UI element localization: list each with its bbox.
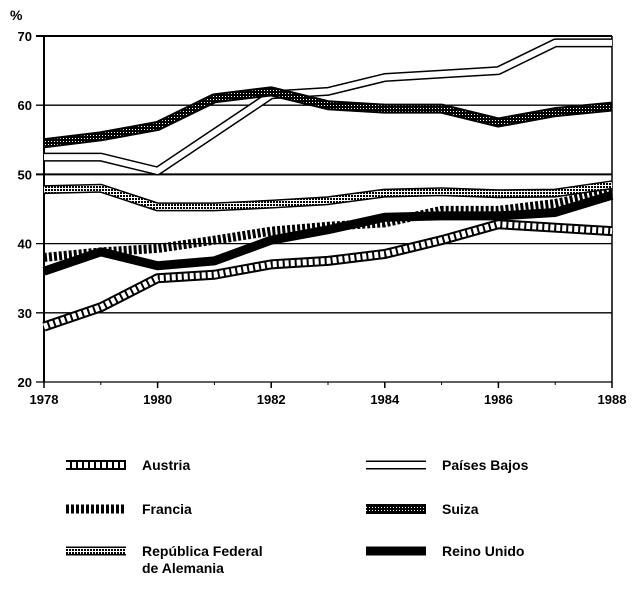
series-suiza bbox=[44, 91, 612, 143]
x-tick-label: 1982 bbox=[257, 392, 286, 407]
legend-label-line: Países Bajos bbox=[442, 457, 529, 473]
y-tick-label: 50 bbox=[18, 167, 32, 182]
legend-label: Austria bbox=[142, 457, 190, 473]
legend-label-line: República Federal bbox=[142, 543, 263, 559]
x-tick-label: 1988 bbox=[598, 392, 627, 407]
y-tick-label: 60 bbox=[18, 98, 32, 113]
legend-label-line: Austria bbox=[142, 457, 190, 473]
series-line-outline bbox=[44, 224, 612, 326]
y-tick-label: 30 bbox=[18, 306, 32, 321]
y-axis-label: % bbox=[10, 7, 23, 23]
y-tick-label: 70 bbox=[18, 29, 32, 44]
legend-label-line: de Alemania bbox=[142, 560, 224, 576]
series-austria bbox=[44, 224, 612, 327]
legend-label-line: Reino Unido bbox=[442, 543, 524, 559]
legend-item: Austria bbox=[66, 457, 190, 473]
y-tick-label: 20 bbox=[18, 375, 32, 390]
legend-item: Francia bbox=[66, 501, 192, 517]
legend-label-line: Suiza bbox=[442, 501, 479, 517]
legend-item: Países Bajos bbox=[366, 457, 529, 473]
y-tick-label: 40 bbox=[18, 237, 32, 252]
legend-item: Suiza bbox=[366, 501, 479, 517]
legend-label: Países Bajos bbox=[442, 457, 529, 473]
x-tick-label: 1980 bbox=[143, 392, 172, 407]
axes: 20 30 40 50 60 70% 1978 1980 1982 1984 1986 1988 bbox=[10, 7, 626, 407]
legend-label: Suiza bbox=[442, 501, 479, 517]
series-group bbox=[44, 43, 612, 327]
legend-item: Reino Unido bbox=[366, 543, 524, 559]
legend-label: Reino Unido bbox=[442, 543, 524, 559]
legend-label-line: Francia bbox=[142, 501, 192, 517]
x-tick-label: 1984 bbox=[370, 392, 400, 407]
legend-label: Francia bbox=[142, 501, 192, 517]
x-tick-label: 1986 bbox=[484, 392, 513, 407]
series-line-fill bbox=[44, 224, 612, 326]
x-tick-label: 1978 bbox=[30, 392, 59, 407]
